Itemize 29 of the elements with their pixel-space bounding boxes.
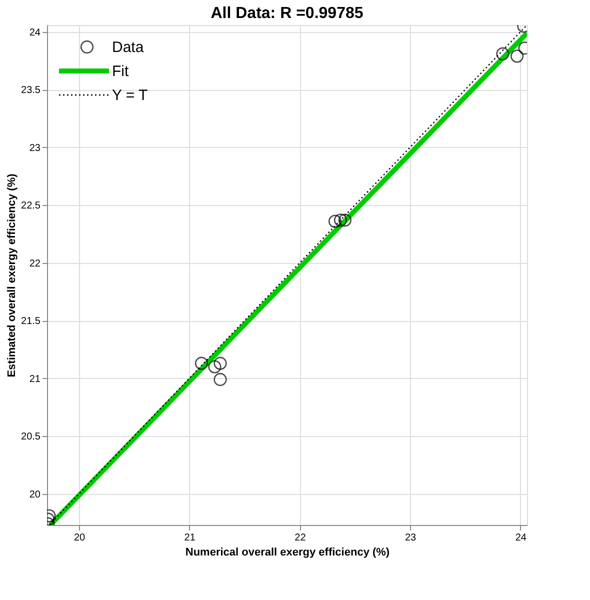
point: [208, 360, 222, 374]
y-tick-label: 24: [29, 27, 41, 38]
point: [194, 356, 208, 370]
y-tick-label: 23.5: [21, 85, 41, 96]
x-tick-label: 24: [515, 532, 527, 544]
y-axis-title: Estimated overall exergy efficiency (%): [6, 173, 18, 378]
chart-title: All Data: R =0.99785: [210, 5, 364, 22]
legend-label: Y = T: [112, 87, 148, 104]
y-tick-label: 22.5: [21, 200, 41, 212]
point: [214, 372, 227, 386]
y-tick-label: 23: [29, 142, 41, 154]
x-axis-title: Numerical overall exergy efficiency (%): [185, 546, 390, 558]
y-tick-label: 21: [29, 374, 41, 385]
point: [328, 214, 342, 228]
x-tick-label: 21: [184, 532, 196, 544]
x-tick-label: 22: [294, 532, 306, 544]
x-tick-label: 23: [404, 532, 417, 544]
y-tick-label: 22: [29, 258, 41, 270]
legend-label: Fit: [112, 63, 130, 80]
point: [214, 356, 227, 370]
point: [334, 214, 348, 227]
point: [496, 47, 510, 60]
point: [510, 50, 524, 63]
y-tick-label: 20: [29, 489, 41, 500]
x-tick-label: 20: [74, 532, 86, 544]
y-tick-label: 20.5: [21, 432, 41, 443]
y-tick-label: 21.5: [21, 316, 41, 328]
legend-label: Data: [112, 39, 144, 56]
point: [338, 214, 352, 227]
